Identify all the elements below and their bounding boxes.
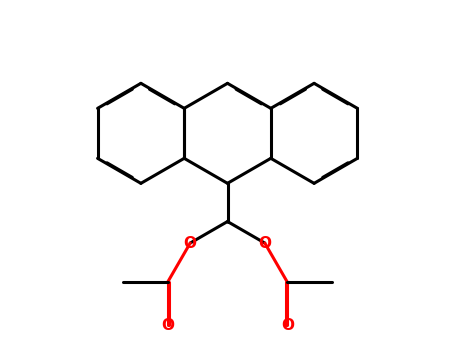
Text: O: O — [184, 236, 197, 251]
Text: O: O — [161, 318, 174, 333]
Text: O: O — [258, 236, 271, 251]
Text: O: O — [281, 318, 294, 333]
